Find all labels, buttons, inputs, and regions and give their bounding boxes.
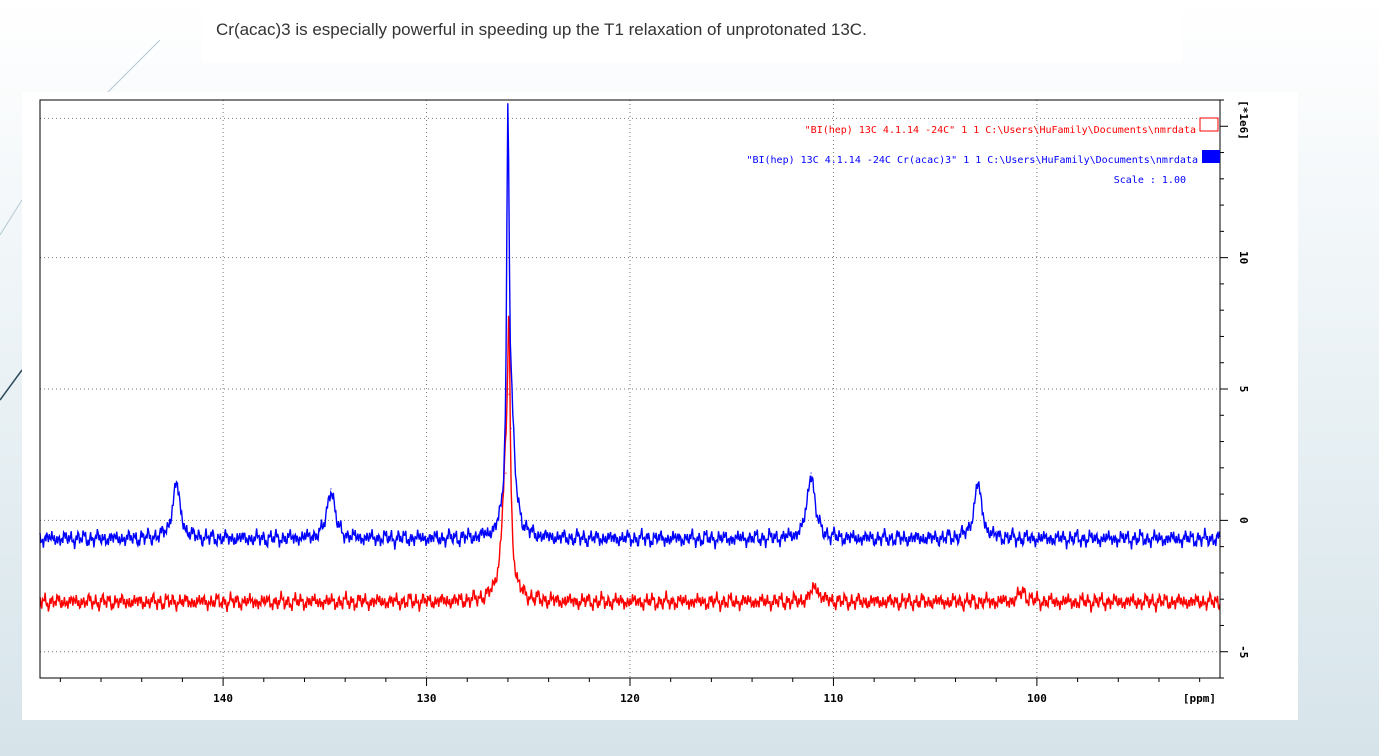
x-tick-label: 120	[620, 692, 640, 705]
legend-red-label: "BI(hep) 13C 4.1.14 -24C" 1 1 C:\Users\H…	[805, 125, 1196, 136]
legend-red-swatch	[1199, 117, 1219, 132]
blue-spectrum-trace	[39, 103, 1221, 550]
x-tick-label: 110	[824, 692, 844, 705]
peak-point	[814, 585, 816, 587]
x-tick-label: 100	[1027, 692, 1047, 705]
peak-point	[977, 482, 979, 485]
peak-point	[505, 472, 507, 474]
x-axis-label: [ppm]	[1183, 692, 1216, 705]
y-tick-label: 0	[1237, 517, 1250, 524]
peak-point	[510, 427, 512, 430]
nmr-spectrum-chart: 140 130 120 110 100 -5 0 5 10 [ppm] [*1e6] "BI(hep…	[39, 99, 1250, 705]
peak-point	[175, 482, 178, 485]
peak-point	[508, 393, 510, 396]
slide-caption: Cr(acac)3 is especially powerful in spee…	[216, 20, 867, 39]
decorative-line	[0, 369, 23, 401]
peak-point	[1021, 590, 1024, 593]
legend-blue-label: "BI(hep) 13C 4.1.14 -24C Cr(acac)3" 1 1 …	[746, 155, 1198, 166]
axis-layer: 140 130 120 110 100 -5 0 5 10 [ppm] [*1e6]	[59, 99, 1250, 705]
series-layer	[39, 103, 1221, 613]
scale-annotation: Scale : 1.00	[1114, 175, 1186, 186]
decorative-line	[0, 199, 23, 236]
peak-point	[810, 472, 812, 474]
x-tick-label: 140	[213, 692, 233, 705]
legend-layer: "BI(hep) 13C 4.1.14 -24C" 1 1 C:\Users\H…	[746, 117, 1220, 186]
caption-box: Cr(acac)3 is especially powerful in spee…	[202, 6, 1182, 62]
peak-point	[507, 167, 509, 170]
nmr-spectrum-panel: 140 130 120 110 100 -5 0 5 10 [ppm] [*1e6] "BI(hep…	[22, 92, 1298, 720]
decorative-line	[107, 39, 161, 93]
y-axis-label: [*1e6]	[1237, 100, 1250, 140]
grid-layer	[40, 100, 1220, 678]
y-tick-label: 5	[1237, 386, 1250, 393]
y-tick-label: -5	[1237, 645, 1250, 658]
peak-point	[330, 488, 332, 490]
y-tick-label: 10	[1237, 251, 1250, 264]
x-tick-label: 130	[417, 692, 437, 705]
legend-blue-swatch	[1202, 150, 1220, 163]
